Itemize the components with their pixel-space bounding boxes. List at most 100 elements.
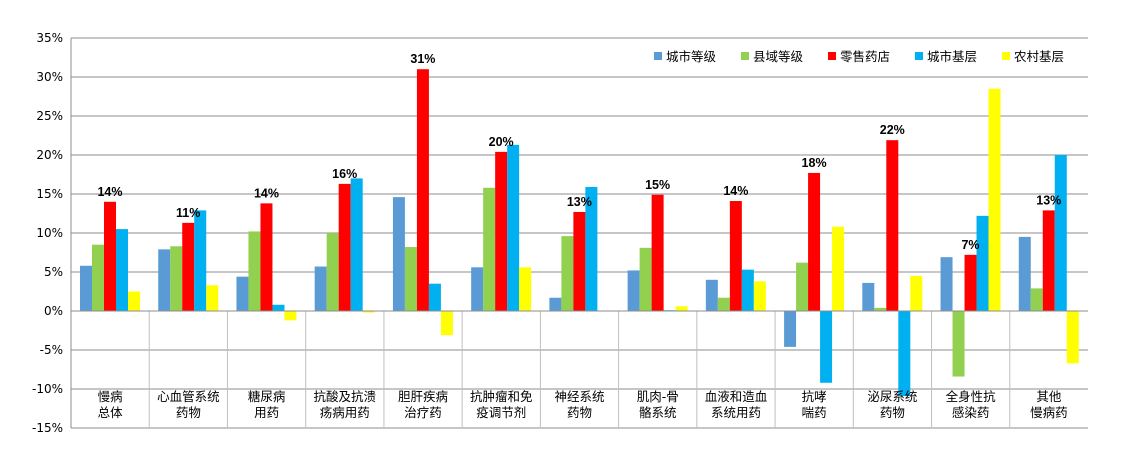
category-label: 胆肝疾病 [398, 389, 448, 404]
data-label: 14% [97, 185, 122, 199]
bar [182, 222, 195, 311]
bar [350, 178, 363, 311]
data-label: 16% [332, 167, 357, 181]
bar [483, 187, 496, 311]
legend-swatch [654, 52, 662, 60]
category-label: 药物 [880, 405, 905, 420]
category-label: 系统用药 [711, 405, 761, 420]
category-label: 慢病药 [1030, 405, 1068, 420]
bar [170, 246, 183, 311]
bar [627, 270, 640, 311]
bar [952, 311, 965, 377]
category-label: 抗肿瘤和免 [470, 389, 533, 404]
bar [158, 249, 171, 311]
bar [338, 183, 351, 311]
bar [675, 306, 688, 311]
bar [440, 311, 453, 336]
category-label: 药物 [567, 405, 592, 420]
bar [820, 311, 833, 383]
category-label: 全身性抗 [946, 389, 997, 404]
category-label: 其他 [1036, 389, 1062, 404]
bar [898, 311, 911, 397]
bar [260, 203, 273, 311]
data-label: 14% [254, 186, 279, 200]
bar [796, 262, 809, 311]
bar [116, 229, 128, 311]
bar [248, 231, 261, 311]
category-label: 骼系统 [639, 405, 677, 420]
bar [741, 269, 754, 311]
bar [753, 281, 766, 311]
y-tick-label: 15% [36, 187, 63, 201]
category-label: 治疗药 [404, 405, 442, 420]
data-labels: 14% 11% 14% 16% 31% 20% 13% 15% 14% 18% 22% 7% 13% [97, 52, 1061, 252]
category-label: 抗酸及抗溃 [314, 389, 377, 404]
bar [910, 275, 923, 311]
category-label: 泌尿系统 [867, 389, 917, 404]
bar [284, 311, 297, 321]
data-label: 18% [802, 156, 827, 170]
bar [729, 201, 742, 311]
legend-swatch [915, 52, 923, 60]
bar [976, 215, 989, 311]
legend-label: 县域等级 [753, 49, 804, 64]
bar [1030, 288, 1043, 311]
category-label: 疡病用药 [320, 405, 370, 420]
bar [128, 291, 140, 311]
bar [428, 283, 441, 311]
y-tick-label: -10% [32, 382, 63, 396]
data-label: 15% [645, 178, 670, 192]
bar [561, 236, 574, 311]
bar [874, 307, 887, 311]
legend: 城市等级 县域等级 零售药店 城市基层 农村基层 [654, 49, 1064, 64]
y-tick-label: 35% [36, 31, 63, 45]
y-tick-label: -5% [40, 343, 63, 357]
data-label: 14% [723, 184, 748, 198]
legend-swatch [741, 52, 749, 60]
legend-swatch [1002, 52, 1010, 60]
bar [194, 210, 207, 311]
y-tick-label: 0% [44, 304, 63, 318]
category-label: 喘药 [802, 405, 827, 420]
category-label: 慢病 [98, 389, 123, 404]
bar [940, 257, 953, 311]
bar [1042, 210, 1055, 311]
y-tick-label: 5% [44, 265, 63, 279]
data-label: 20% [489, 135, 514, 149]
bar [573, 211, 586, 311]
bar [808, 172, 821, 311]
category-label: 药物 [176, 405, 201, 420]
bar [784, 311, 797, 347]
category-label: 抗哮 [802, 389, 827, 404]
bar [585, 186, 598, 311]
data-label: 11% [176, 206, 200, 220]
bar [104, 201, 116, 311]
bar [326, 233, 339, 311]
bar [80, 265, 92, 311]
bar [1054, 155, 1067, 311]
bar [404, 247, 417, 311]
bar [416, 69, 429, 311]
bar [507, 144, 520, 311]
legend-label: 城市等级 [666, 49, 717, 64]
y-tick-label: -15% [32, 421, 63, 435]
category-label: 感染药 [952, 405, 990, 420]
bar [639, 247, 652, 311]
legend-label: 零售药店 [840, 49, 890, 64]
category-label: 神经系统 [554, 389, 604, 404]
category-label: 血液和造血 [705, 389, 768, 404]
category-label: 疫调节剂 [476, 405, 526, 420]
bar [495, 151, 508, 311]
y-tick-label: 10% [36, 226, 63, 240]
category-label: 糖尿病 [248, 389, 286, 404]
bar [314, 266, 327, 311]
bar [1018, 236, 1031, 311]
data-label: 22% [880, 123, 905, 137]
bar [236, 276, 249, 311]
bar [705, 279, 718, 311]
y-tick-label: 20% [36, 148, 63, 162]
legend-label: 城市基层 [927, 49, 977, 64]
